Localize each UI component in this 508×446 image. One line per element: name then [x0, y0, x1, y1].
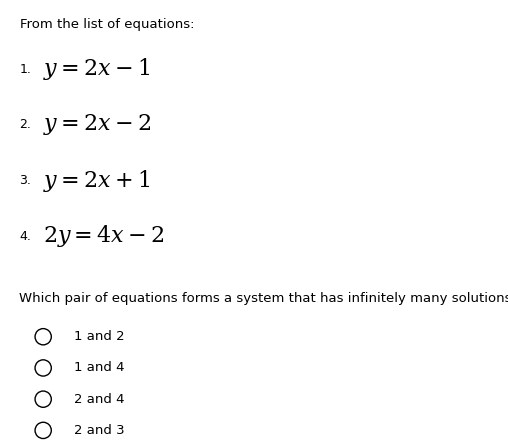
Text: $y = 2x - 2$: $y = 2x - 2$	[43, 112, 151, 137]
Text: 2.: 2.	[19, 118, 31, 132]
Text: 1 and 4: 1 and 4	[74, 361, 124, 375]
Text: 3.: 3.	[19, 174, 31, 187]
Text: $y = 2x - 1$: $y = 2x - 1$	[43, 56, 150, 82]
Text: 2 and 4: 2 and 4	[74, 392, 124, 406]
Text: $2y = 4x - 2$: $2y = 4x - 2$	[43, 223, 165, 249]
Text: Which pair of equations forms a system that has infinitely many solutions?: Which pair of equations forms a system t…	[19, 292, 508, 305]
Text: 4.: 4.	[19, 230, 31, 243]
Text: $y = 2x + 1$: $y = 2x + 1$	[43, 168, 150, 194]
Text: From the list of equations:: From the list of equations:	[20, 18, 195, 31]
Text: 2 and 3: 2 and 3	[74, 424, 124, 437]
Text: 1.: 1.	[19, 62, 31, 76]
Text: 1 and 2: 1 and 2	[74, 330, 124, 343]
